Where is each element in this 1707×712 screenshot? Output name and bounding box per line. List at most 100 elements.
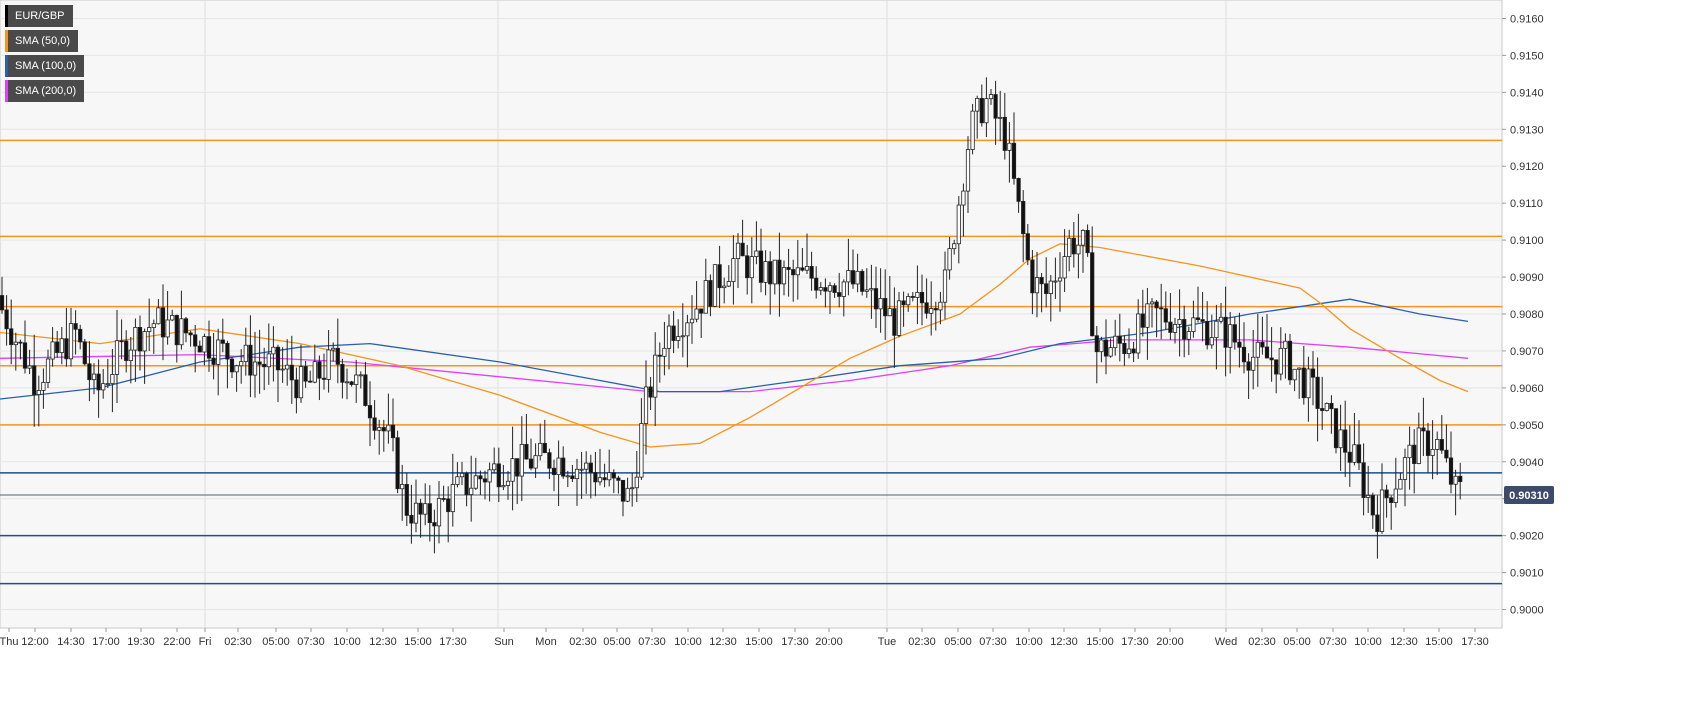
x-tick-label: 02:30 (1248, 636, 1276, 648)
x-tick-label: Sun (494, 636, 514, 648)
candle-body (942, 269, 948, 303)
candle-body (216, 339, 221, 365)
candle-body (1218, 316, 1224, 322)
x-tick-label: 12:30 (709, 636, 737, 648)
candle-body (243, 344, 248, 363)
legend-item-sma100[interactable]: SMA (100,0) (5, 55, 85, 77)
candle-body (4, 309, 9, 330)
candle-body (128, 349, 133, 361)
candle-body (492, 463, 497, 471)
candle-body (630, 487, 635, 490)
candle-body (45, 358, 51, 383)
candle-body (317, 361, 322, 379)
candle-body (404, 484, 409, 516)
candle-body (1370, 495, 1375, 516)
legend-item-sma50[interactable]: SMA (50,0) (5, 30, 79, 52)
candle-body (1168, 321, 1173, 333)
candle-body (137, 327, 143, 352)
y-tick-label: 0.9010 (1510, 568, 1544, 580)
y-tick-label: 0.9100 (1510, 235, 1544, 247)
candle-body (570, 475, 575, 480)
candle-body (101, 383, 106, 391)
candle-body (1292, 368, 1297, 381)
candle-body (556, 457, 561, 476)
legend-label: SMA (50,0) (15, 35, 71, 47)
x-tick-label: 05:00 (603, 636, 631, 648)
candle-body (1099, 339, 1104, 353)
legend-label: SMA (100,0) (15, 60, 77, 72)
candle-body (1287, 340, 1293, 381)
candle-body (423, 503, 428, 515)
candle-body (1301, 367, 1306, 399)
candle-body (1384, 489, 1389, 499)
candle-body (717, 264, 722, 289)
candle-body (1237, 341, 1242, 348)
candle-body (561, 457, 566, 477)
candle-body (860, 270, 865, 292)
candle-body (367, 405, 373, 419)
candle-body (1421, 427, 1426, 432)
candle-body (666, 325, 672, 349)
candle-body (110, 374, 115, 385)
candle-body (344, 381, 350, 384)
y-tick-label: 0.9150 (1510, 50, 1544, 62)
candle-body (1117, 335, 1122, 344)
x-tick-label: 12:30 (369, 636, 397, 648)
candle-body (142, 331, 147, 352)
candle-body (1435, 439, 1440, 450)
candle-body (763, 261, 768, 283)
candle-body (252, 361, 258, 376)
x-tick-label: 02:30 (224, 636, 252, 648)
candle-body (1108, 347, 1113, 357)
candle-body (487, 469, 492, 483)
candle-body (441, 498, 446, 500)
x-tick-label: Thu (0, 636, 18, 648)
candle-body (800, 267, 805, 271)
candle-body (165, 319, 170, 338)
candle-body (1320, 408, 1325, 411)
candle-body (754, 250, 759, 258)
x-tick-label: Tue (878, 636, 897, 648)
candle-body (289, 364, 294, 381)
candle-body (266, 353, 271, 368)
candle-body (1145, 303, 1150, 328)
x-tick-label: 17:00 (92, 636, 120, 648)
candle-body (68, 323, 74, 360)
candle-body (524, 443, 529, 460)
candle-body (1030, 259, 1035, 294)
candle-body (639, 423, 644, 478)
candle-body (1352, 444, 1357, 463)
candle-body (837, 292, 842, 297)
candle-body (372, 417, 377, 431)
candle-body (731, 258, 736, 282)
x-tick-label: Fri (199, 636, 212, 648)
candle-body (1223, 316, 1228, 348)
x-tick-label: 07:30 (979, 636, 1007, 648)
candle-body (1126, 348, 1132, 355)
candle-body (781, 267, 787, 285)
legend-item-pair[interactable]: EUR/GBP (5, 5, 73, 27)
candle-body (726, 281, 731, 287)
candle-body (1228, 324, 1233, 348)
candle-body (1343, 429, 1348, 453)
candle-body (1140, 313, 1145, 328)
legend-swatch (5, 30, 8, 52)
candle-body (694, 308, 699, 320)
candle-body (906, 296, 911, 306)
x-tick-label: Wed (1215, 636, 1237, 648)
candle-body (1182, 319, 1187, 340)
sma100-line (0, 298, 1469, 400)
y-tick-label: 0.9110 (1510, 198, 1543, 210)
candle-body (225, 342, 230, 360)
candle-body (114, 340, 120, 375)
candle-body (1361, 462, 1366, 498)
candle-body (450, 484, 455, 513)
candle-body (1412, 444, 1417, 464)
candle-body (933, 308, 938, 311)
candle-body (413, 502, 419, 524)
legend-item-sma200[interactable]: SMA (200,0) (5, 80, 85, 102)
candle-body (1002, 116, 1007, 151)
x-tick-label: 15:00 (1425, 636, 1453, 648)
candle-body (229, 358, 235, 373)
